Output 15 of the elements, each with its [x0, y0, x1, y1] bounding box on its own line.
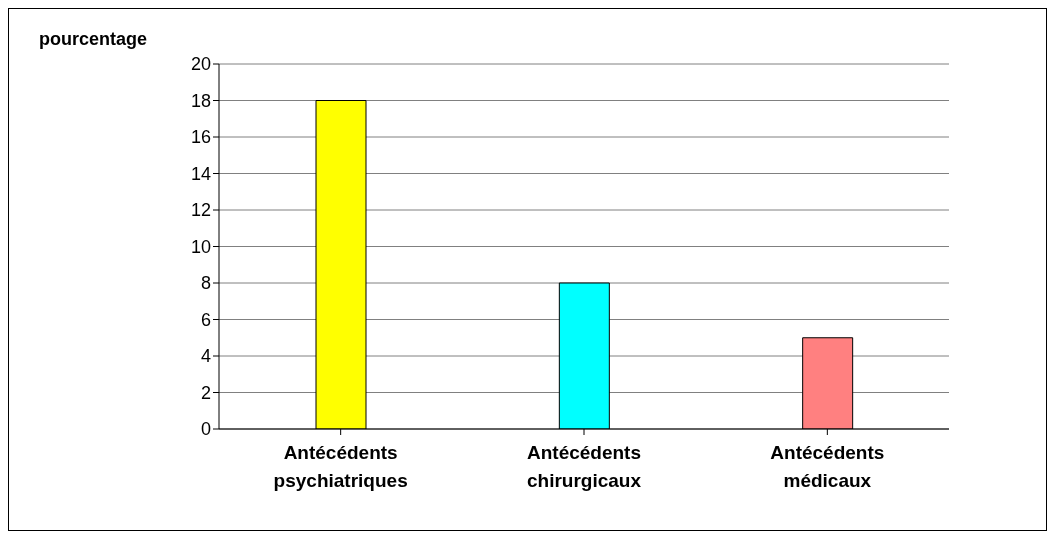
y-tick-label: 8 [200, 273, 211, 294]
y-tick-label: 16 [190, 127, 211, 148]
y-tick-label: 2 [200, 382, 211, 403]
y-tick-label: 14 [190, 163, 211, 184]
x-tick-label: Antécédents psychiatriques [273, 442, 408, 491]
y-tick-label: 6 [200, 309, 211, 330]
y-tick-label: 0 [200, 419, 211, 440]
x-tick-label: Antécédents chirurgicaux [526, 442, 642, 491]
y-axis-title: pourcentage [39, 29, 148, 50]
x-tick-label: Antécédents médicaux [770, 442, 885, 491]
y-tick-label: 4 [200, 346, 211, 367]
y-tick-label: 10 [190, 236, 211, 257]
y-tick-label: 18 [190, 90, 211, 111]
y-tick-label: 20 [190, 54, 211, 75]
y-tick-label: 12 [190, 200, 211, 221]
